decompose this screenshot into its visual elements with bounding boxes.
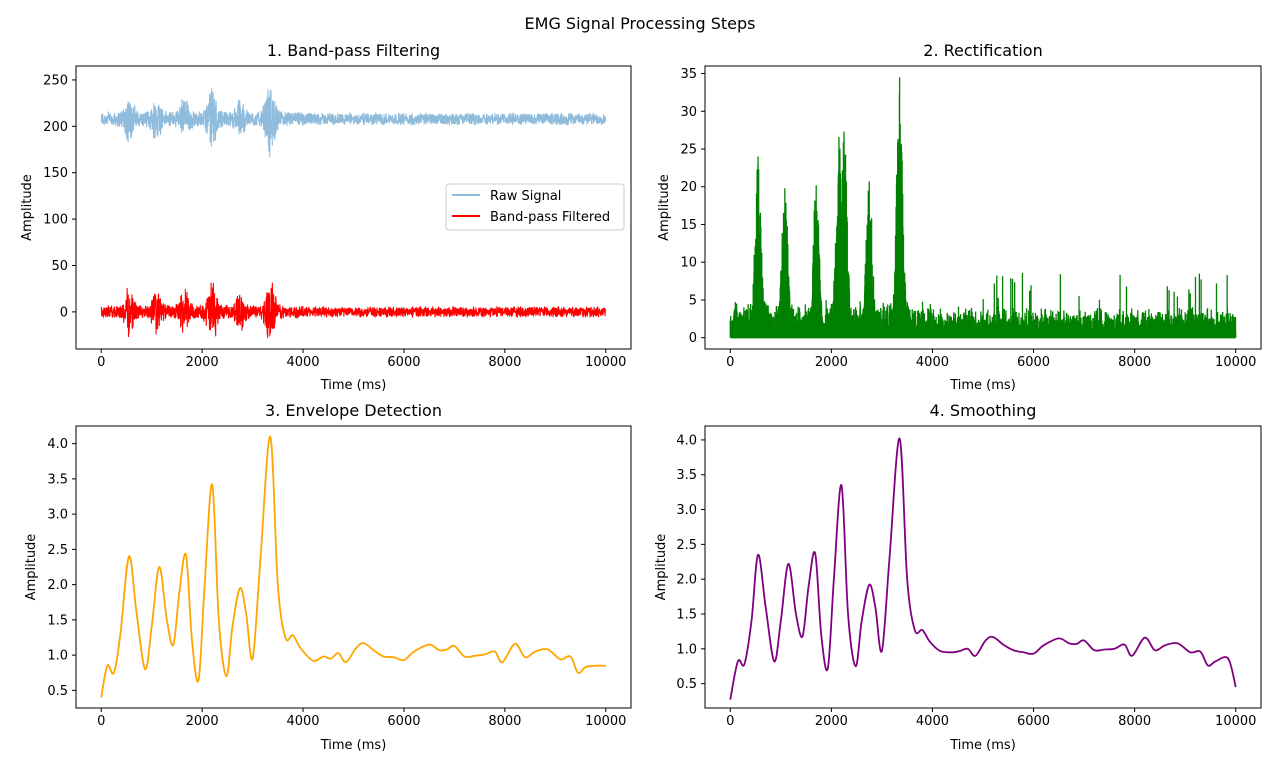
x-tick-label: 10000 xyxy=(1215,714,1256,729)
panel-title: 4. Smoothing xyxy=(930,401,1037,420)
x-tick-label: 6000 xyxy=(387,355,420,370)
y-tick-label: 0 xyxy=(689,331,697,346)
legend-frame xyxy=(445,183,625,231)
y-tick-label: 3.5 xyxy=(676,468,697,483)
y-tick-label: 35 xyxy=(680,67,697,82)
y-tick-label: 4.0 xyxy=(47,437,68,452)
y-tick-label: 1.0 xyxy=(47,649,68,664)
axes-frame xyxy=(75,65,632,350)
y-tick-label: 250 xyxy=(43,73,68,88)
x-tick-label: 6000 xyxy=(387,714,420,729)
x-tick-label: 8000 xyxy=(488,714,521,729)
y-tick-label: 2.5 xyxy=(676,538,697,553)
y-tick-label: 3.5 xyxy=(47,472,68,487)
legend-label-raw: Raw Signal xyxy=(490,189,561,204)
y-tick-label: 4.0 xyxy=(676,433,697,448)
x-tick-label: 6000 xyxy=(1017,355,1050,370)
y-tick-label: 2.0 xyxy=(676,573,697,588)
y-tick-label: 15 xyxy=(680,218,697,233)
legend-label-filtered: Band-pass Filtered xyxy=(490,210,610,225)
y-tick-label: 20 xyxy=(680,180,697,195)
axes-frame xyxy=(704,65,1262,350)
axes-frame xyxy=(704,425,1262,709)
y-tick-label: 150 xyxy=(43,166,68,181)
y-tick-label: 1.0 xyxy=(676,642,697,657)
y-tick-label: 2.0 xyxy=(47,578,68,593)
y-tick-label: 3.0 xyxy=(47,508,68,523)
x-tick-label: 2000 xyxy=(186,355,219,370)
y-tick-label: 100 xyxy=(43,213,68,228)
y-tick-label: 1.5 xyxy=(47,613,68,628)
panel-title: 2. Rectification xyxy=(923,41,1042,60)
x-tick-label: 4000 xyxy=(286,355,319,370)
x-tick-label: 10000 xyxy=(1215,355,1256,370)
y-tick-label: 3.0 xyxy=(676,503,697,518)
x-tick-label: 4000 xyxy=(916,714,949,729)
x-tick-label: 0 xyxy=(726,355,734,370)
y-axis-label: Amplitude xyxy=(654,534,669,601)
y-tick-label: 1.5 xyxy=(676,608,697,623)
y-axis-label: Amplitude xyxy=(657,174,672,241)
axes-frame xyxy=(75,425,632,709)
x-tick-label: 8000 xyxy=(488,355,521,370)
x-tick-label: 2000 xyxy=(186,714,219,729)
x-tick-label: 4000 xyxy=(286,714,319,729)
x-tick-label: 10000 xyxy=(585,714,626,729)
series-line-envelope xyxy=(100,435,606,698)
series-line-filtered xyxy=(100,282,607,339)
x-tick-label: 2000 xyxy=(815,355,848,370)
y-tick-label: 2.5 xyxy=(47,543,68,558)
x-tick-label: 8000 xyxy=(1118,714,1151,729)
legend: Raw Signal Band-pass Filtered xyxy=(445,183,625,231)
y-tick-label: 50 xyxy=(51,259,68,274)
y-tick-label: 25 xyxy=(680,143,697,158)
panel-envelope: 0 2000 4000 6000 8000 10000 0.5 1.0 1.5 2.0 2.5 3.0… xyxy=(24,401,632,753)
x-tick-label: 0 xyxy=(726,714,734,729)
series-line-smoothed xyxy=(729,437,1237,700)
panel-smoothing: 0 2000 4000 6000 8000 10000 0.5 1.0 1.5 2.0 2.5 3.0… xyxy=(654,401,1262,753)
x-tick-label: 0 xyxy=(97,714,105,729)
y-axis-label: Amplitude xyxy=(24,534,39,601)
y-tick-label: 30 xyxy=(680,105,697,120)
x-tick-label: 8000 xyxy=(1118,355,1151,370)
y-tick-label: 0.5 xyxy=(676,677,697,692)
y-tick-label: 0.5 xyxy=(47,684,68,699)
y-tick-label: 200 xyxy=(43,120,68,135)
panel-title: 3. Envelope Detection xyxy=(265,401,442,420)
series-line-rectified xyxy=(729,77,1237,339)
x-axis-label: Time (ms) xyxy=(949,738,1016,753)
panel-bandpass: 0 2000 4000 6000 8000 10000 0 50 100 150 200 250 1.… xyxy=(20,41,632,393)
series-line-raw xyxy=(100,87,607,158)
figure-suptitle: EMG Signal Processing Steps xyxy=(525,14,756,33)
x-axis-label: Time (ms) xyxy=(320,378,387,393)
x-axis-label: Time (ms) xyxy=(949,378,1016,393)
y-tick-label: 5 xyxy=(689,293,697,308)
panel-rectification: 0 2000 4000 6000 8000 10000 0 5 10 15 20 25 30 35 2. … xyxy=(657,41,1262,393)
x-tick-label: 6000 xyxy=(1017,714,1050,729)
x-tick-label: 10000 xyxy=(585,355,626,370)
x-tick-label: 2000 xyxy=(815,714,848,729)
panel-title: 1. Band-pass Filtering xyxy=(267,41,440,60)
x-tick-label: 0 xyxy=(97,355,105,370)
y-tick-label: 10 xyxy=(680,256,697,271)
y-axis-label: Amplitude xyxy=(20,174,35,241)
y-tick-label: 0 xyxy=(60,305,68,320)
x-tick-label: 4000 xyxy=(916,355,949,370)
x-axis-label: Time (ms) xyxy=(320,738,387,753)
